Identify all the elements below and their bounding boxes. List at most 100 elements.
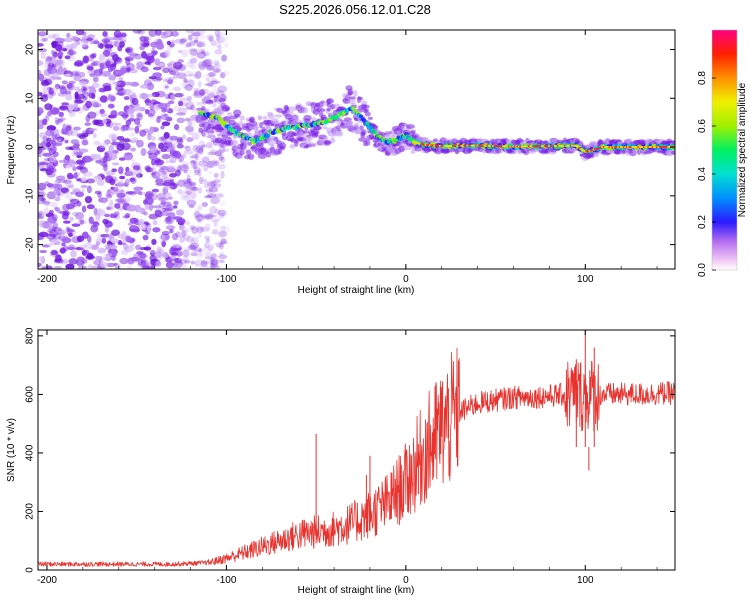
ridge-halo-blob <box>334 130 344 137</box>
noise-blob <box>207 64 213 70</box>
ridge-halo-blob <box>243 141 249 146</box>
noise-blob <box>63 156 71 164</box>
noise-blob <box>89 40 94 45</box>
noise-blob <box>178 38 184 46</box>
colorbar-tick-label: 0.2 <box>697 215 708 229</box>
ridge-halo-blob <box>201 105 206 111</box>
noise-blob <box>169 228 174 234</box>
noise-blob <box>126 169 136 177</box>
ridge-halo-blob <box>226 112 233 117</box>
noise-blob <box>43 207 49 215</box>
noise-blob <box>193 132 198 141</box>
noise-blob <box>57 179 68 184</box>
ridge-halo-blob <box>218 97 226 103</box>
noise-blob <box>151 171 161 179</box>
noise-blob <box>218 242 225 250</box>
noise-blob <box>169 145 176 153</box>
noise-blob <box>116 136 125 141</box>
noise-blob <box>146 224 152 232</box>
noise-blob <box>44 103 53 111</box>
noise-blob <box>48 229 59 237</box>
ridge-core-blob <box>266 133 271 138</box>
ridge-halo-blob <box>270 144 275 148</box>
noise-blob <box>178 224 185 231</box>
noise-blob <box>118 166 124 175</box>
noise-blob <box>160 113 170 121</box>
noise-blob <box>95 213 101 221</box>
noise-blob <box>196 226 205 233</box>
noise-blob <box>193 39 199 44</box>
noise-blob <box>207 214 217 218</box>
noise-blob <box>154 158 161 164</box>
noise-blob <box>76 235 85 242</box>
noise-blob <box>65 164 72 169</box>
noise-blob <box>114 203 121 209</box>
noise-blob <box>99 95 108 103</box>
noise-blob <box>173 105 181 112</box>
noise-blob <box>188 59 193 65</box>
noise-blob <box>165 216 172 223</box>
noise-blob <box>183 169 188 174</box>
noise-blob <box>165 225 176 230</box>
noise-blob <box>107 232 113 241</box>
noise-blob <box>158 234 166 243</box>
noise-blob <box>197 160 208 167</box>
ridge-halo-blob <box>359 125 364 131</box>
noise-blob <box>105 194 113 199</box>
noise-blob <box>203 261 209 269</box>
noise-blob <box>52 33 60 39</box>
noise-blob <box>105 60 111 68</box>
noise-blob <box>81 205 87 213</box>
ridge-halo-blob <box>367 116 374 121</box>
noise-blob <box>205 77 211 82</box>
noise-blob <box>218 154 224 160</box>
ridge-halo-blob <box>262 115 268 120</box>
noise-blob <box>38 210 45 217</box>
spectrogram-noise-cloud <box>38 30 231 269</box>
noise-blob <box>182 164 188 169</box>
noise-blob <box>172 86 182 92</box>
noise-blob <box>207 152 213 159</box>
noise-blob <box>145 93 156 98</box>
noise-blob <box>182 161 191 166</box>
noise-blob <box>187 95 192 102</box>
noise-blob <box>132 172 141 180</box>
colorbar-tick-label: 0.4 <box>697 167 708 181</box>
noise-blob <box>113 211 120 216</box>
noise-blob <box>174 111 185 117</box>
noise-blob <box>197 80 202 88</box>
noise-blob <box>188 48 198 52</box>
noise-blob <box>59 86 68 95</box>
noise-blob <box>141 39 150 48</box>
noise-blob <box>112 186 119 192</box>
ridge-halo-blob <box>344 94 352 100</box>
noise-blob <box>184 80 189 84</box>
snr-x-tick-label: 0 <box>403 575 409 586</box>
noise-blob <box>67 184 75 189</box>
noise-blob <box>71 211 79 217</box>
noise-blob <box>176 117 185 124</box>
noise-blob <box>214 49 223 55</box>
noise-blob <box>125 57 131 66</box>
noise-blob <box>84 250 90 254</box>
noise-blob <box>118 36 127 43</box>
noise-blob <box>42 85 50 93</box>
ridge-halo-blob <box>302 130 311 134</box>
ridge-core-blob <box>368 125 373 130</box>
noise-blob <box>109 152 118 161</box>
noise-blob <box>90 153 98 159</box>
ridge-halo-blob <box>212 108 219 115</box>
noise-blob <box>204 223 211 232</box>
noise-blob <box>190 54 199 60</box>
noise-blob <box>143 53 154 62</box>
noise-blob <box>186 178 191 185</box>
noise-blob <box>129 228 140 232</box>
noise-blob <box>119 32 127 38</box>
noise-blob <box>196 101 204 106</box>
snr-y-tick-label: 400 <box>25 444 36 461</box>
noise-blob <box>186 178 192 183</box>
noise-blob <box>81 139 89 146</box>
ridge-halo-blob <box>316 107 322 113</box>
ridge-halo-blob <box>266 138 276 146</box>
ridge-halo-blob <box>202 98 207 105</box>
